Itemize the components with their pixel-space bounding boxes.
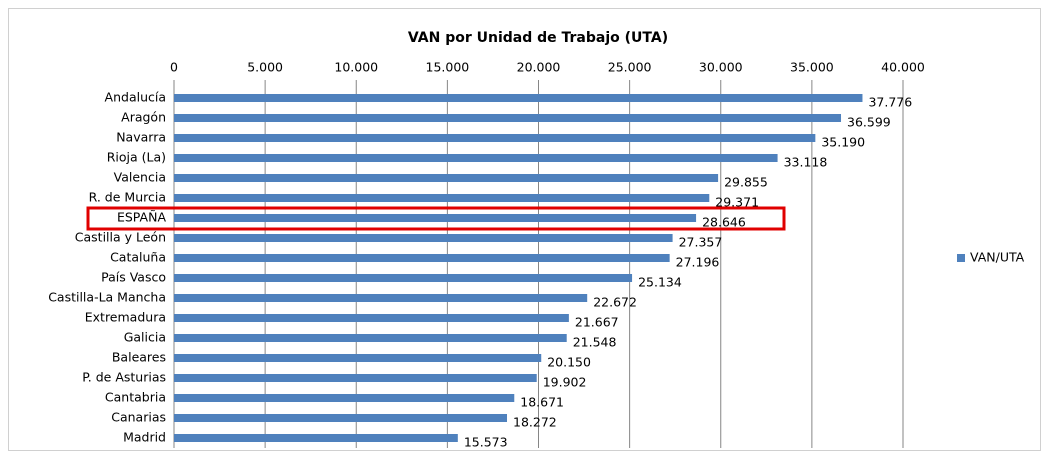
data-label: 37.776 bbox=[868, 95, 912, 110]
bar bbox=[174, 254, 670, 262]
x-tick-label: 5.000 bbox=[247, 60, 283, 75]
y-tick-label: Aragón bbox=[121, 110, 166, 125]
bar bbox=[174, 154, 778, 162]
data-label: 27.196 bbox=[676, 255, 720, 270]
x-tick-label: 10.000 bbox=[334, 60, 378, 75]
legend-swatch bbox=[957, 254, 965, 262]
bar bbox=[174, 94, 863, 102]
x-tick-label: 40.000 bbox=[881, 60, 925, 75]
bar bbox=[174, 214, 697, 222]
data-label: 33.118 bbox=[784, 155, 828, 170]
x-tick-label: 20.000 bbox=[517, 60, 561, 75]
bar bbox=[174, 174, 719, 182]
data-label: 18.671 bbox=[520, 395, 564, 410]
x-tick-label: 35.000 bbox=[790, 60, 834, 75]
bar bbox=[174, 294, 588, 302]
y-tick-label: Extremadura bbox=[85, 310, 166, 325]
y-tick-label: R. de Murcia bbox=[89, 190, 166, 205]
data-label: 27.357 bbox=[679, 235, 723, 250]
y-tick-label: Madrid bbox=[123, 430, 166, 445]
y-tick-label: Cataluña bbox=[110, 250, 166, 265]
bar bbox=[174, 234, 673, 242]
x-tick-label: 15.000 bbox=[426, 60, 470, 75]
x-tick-label: 0 bbox=[170, 60, 178, 75]
y-tick-label: ESPAÑA bbox=[117, 210, 166, 225]
bar bbox=[174, 374, 537, 382]
x-tick-label: 30.000 bbox=[699, 60, 743, 75]
data-label: 20.150 bbox=[547, 355, 591, 370]
bar bbox=[174, 134, 816, 142]
bar bbox=[174, 114, 842, 122]
data-label: 29.371 bbox=[715, 195, 759, 210]
data-label: 21.667 bbox=[575, 315, 619, 330]
data-label: 25.134 bbox=[638, 275, 682, 290]
bar bbox=[174, 434, 458, 442]
y-tick-label: Andalucía bbox=[105, 90, 166, 105]
y-tick-label: Rioja (La) bbox=[107, 150, 166, 165]
y-tick-label: Castilla y León bbox=[75, 230, 166, 245]
data-label: 36.599 bbox=[847, 115, 891, 130]
data-label: 15.573 bbox=[464, 435, 508, 450]
y-tick-label: Navarra bbox=[116, 130, 166, 145]
data-label: 35.190 bbox=[821, 135, 865, 150]
data-label: 29.855 bbox=[724, 175, 768, 190]
chart-title: VAN por Unidad de Trabajo (UTA) bbox=[408, 30, 668, 46]
x-tick-label: 25.000 bbox=[608, 60, 652, 75]
bar bbox=[174, 354, 542, 362]
data-label: 22.672 bbox=[593, 295, 637, 310]
data-label: 28.646 bbox=[702, 215, 746, 230]
y-tick-label: País Vasco bbox=[101, 270, 166, 285]
y-tick-label: Valencia bbox=[114, 170, 166, 185]
data-label: 19.902 bbox=[543, 375, 587, 390]
legend-label: VAN/UTA bbox=[970, 250, 1025, 265]
y-tick-label: P. de Asturias bbox=[82, 370, 166, 385]
data-label: 18.272 bbox=[513, 415, 557, 430]
data-label: 21.548 bbox=[573, 335, 617, 350]
bar bbox=[174, 314, 569, 322]
bar bbox=[174, 194, 710, 202]
highlight-box bbox=[86, 206, 786, 231]
y-tick-label: Canarias bbox=[111, 410, 166, 425]
bar bbox=[174, 334, 567, 342]
y-tick-label: Castilla-La Mancha bbox=[48, 290, 166, 305]
y-tick-label: Galicia bbox=[124, 330, 166, 345]
bar bbox=[174, 274, 633, 282]
bar bbox=[174, 394, 515, 402]
y-tick-label: Cantabria bbox=[105, 390, 166, 405]
bar bbox=[174, 414, 508, 422]
y-tick-label: Baleares bbox=[112, 350, 166, 365]
